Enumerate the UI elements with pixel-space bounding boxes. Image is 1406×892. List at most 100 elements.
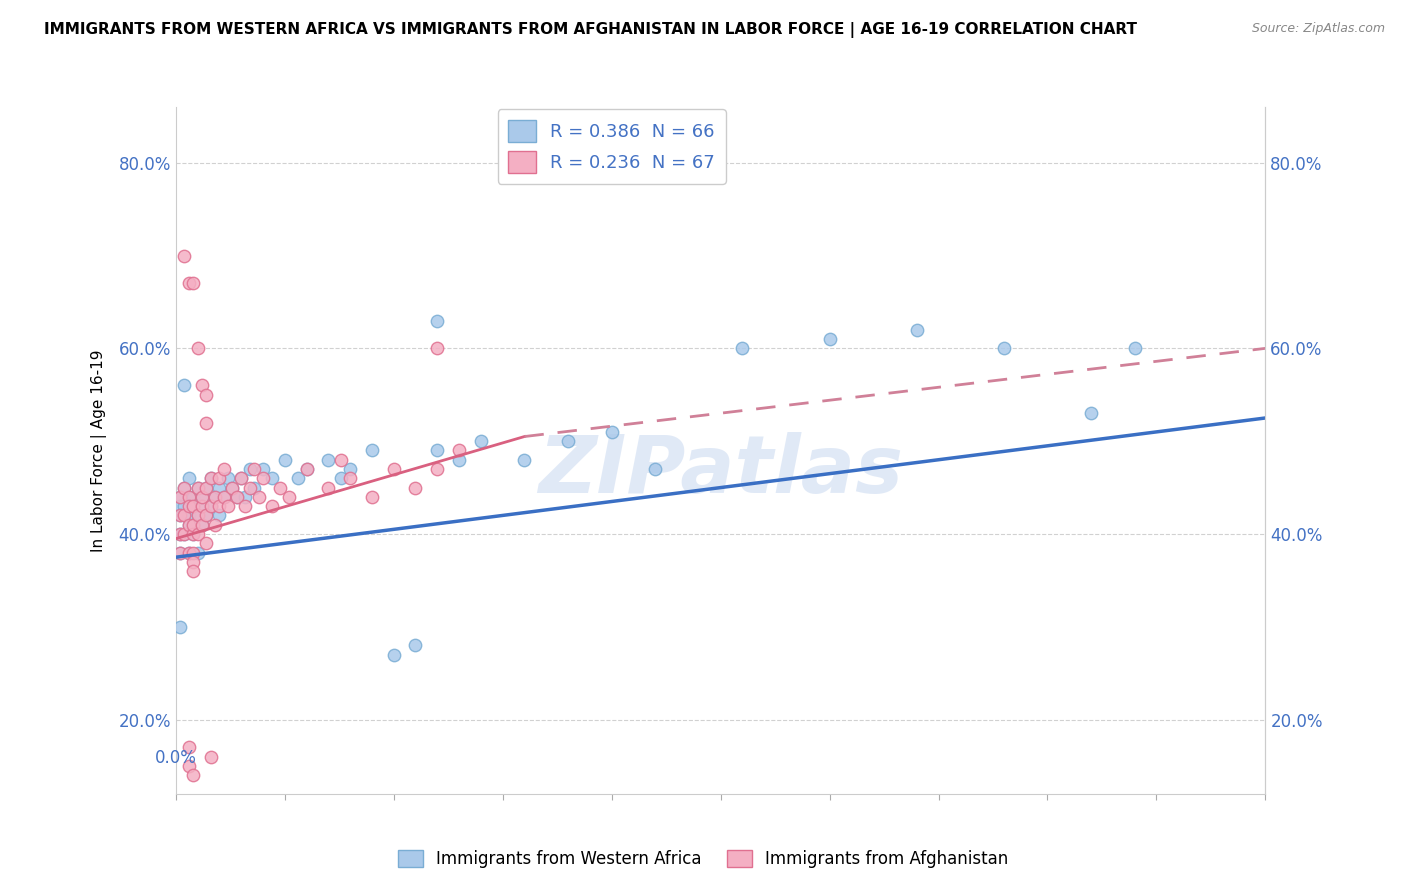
Point — [177, 759, 200, 773]
Point — [382, 462, 405, 476]
Point — [260, 499, 283, 513]
Point — [181, 517, 204, 532]
Point — [173, 378, 195, 392]
Point — [169, 620, 191, 634]
Point — [204, 490, 226, 504]
Point — [177, 471, 200, 485]
Point — [644, 462, 666, 476]
Point — [225, 490, 247, 504]
Point — [186, 342, 209, 356]
Point — [208, 471, 231, 485]
Point — [195, 388, 218, 402]
Point — [177, 490, 200, 504]
Point — [731, 342, 754, 356]
Point — [195, 508, 218, 523]
Point — [339, 471, 361, 485]
Legend: R = 0.386  N = 66, R = 0.236  N = 67: R = 0.386 N = 66, R = 0.236 N = 67 — [498, 109, 725, 184]
Point — [287, 471, 309, 485]
Point — [169, 545, 191, 559]
Point — [191, 490, 214, 504]
Point — [191, 499, 214, 513]
Point — [204, 490, 226, 504]
Point — [382, 648, 405, 662]
Point — [330, 452, 353, 467]
Point — [195, 536, 218, 550]
Point — [177, 508, 200, 523]
Point — [426, 342, 449, 356]
Point — [247, 490, 270, 504]
Point — [177, 545, 200, 559]
Point — [173, 481, 195, 495]
Point — [905, 323, 928, 337]
Point — [447, 452, 470, 467]
Point — [239, 462, 262, 476]
Point — [360, 490, 382, 504]
Y-axis label: In Labor Force | Age 16-19: In Labor Force | Age 16-19 — [91, 349, 107, 552]
Point — [426, 443, 449, 458]
Point — [181, 564, 204, 578]
Point — [191, 499, 214, 513]
Point — [200, 499, 222, 513]
Point — [208, 481, 231, 495]
Point — [195, 416, 218, 430]
Point — [195, 508, 218, 523]
Point — [557, 434, 579, 449]
Legend: Immigrants from Western Africa, Immigrants from Afghanistan: Immigrants from Western Africa, Immigran… — [391, 843, 1015, 875]
Point — [426, 313, 449, 327]
Point — [177, 517, 200, 532]
Point — [212, 490, 235, 504]
Point — [173, 481, 195, 495]
Point — [339, 462, 361, 476]
Point — [173, 508, 195, 523]
Point — [186, 545, 209, 559]
Point — [177, 740, 200, 755]
Point — [177, 499, 200, 513]
Point — [191, 378, 214, 392]
Point — [169, 508, 191, 523]
Point — [169, 490, 191, 504]
Point — [169, 499, 191, 513]
Point — [231, 471, 253, 485]
Point — [177, 545, 200, 559]
Point — [169, 527, 191, 541]
Point — [181, 768, 204, 782]
Point — [470, 434, 492, 449]
Point — [177, 490, 200, 504]
Point — [993, 342, 1015, 356]
Text: IMMIGRANTS FROM WESTERN AFRICA VS IMMIGRANTS FROM AFGHANISTAN IN LABOR FORCE | A: IMMIGRANTS FROM WESTERN AFRICA VS IMMIGR… — [44, 22, 1137, 38]
Point — [191, 517, 214, 532]
Point — [243, 481, 266, 495]
Point — [181, 499, 204, 513]
Point — [318, 452, 340, 467]
Point — [200, 471, 222, 485]
Point — [173, 248, 195, 262]
Point — [181, 555, 204, 569]
Point — [177, 517, 200, 532]
Point — [235, 490, 257, 504]
Point — [186, 527, 209, 541]
Point — [231, 471, 253, 485]
Point — [191, 490, 214, 504]
Point — [169, 527, 191, 541]
Point — [1123, 342, 1146, 356]
Point — [169, 545, 191, 559]
Point — [186, 508, 209, 523]
Point — [426, 462, 449, 476]
Point — [181, 499, 204, 513]
Point — [208, 499, 231, 513]
Point — [173, 527, 195, 541]
Point — [212, 462, 235, 476]
Point — [181, 277, 204, 291]
Point — [235, 499, 257, 513]
Point — [260, 471, 283, 485]
Point — [173, 508, 195, 523]
Point — [405, 481, 427, 495]
Point — [204, 517, 226, 532]
Point — [177, 277, 200, 291]
Point — [191, 517, 214, 532]
Text: Source: ZipAtlas.com: Source: ZipAtlas.com — [1251, 22, 1385, 36]
Point — [221, 481, 243, 495]
Point — [195, 481, 218, 495]
Point — [243, 462, 266, 476]
Point — [225, 490, 247, 504]
